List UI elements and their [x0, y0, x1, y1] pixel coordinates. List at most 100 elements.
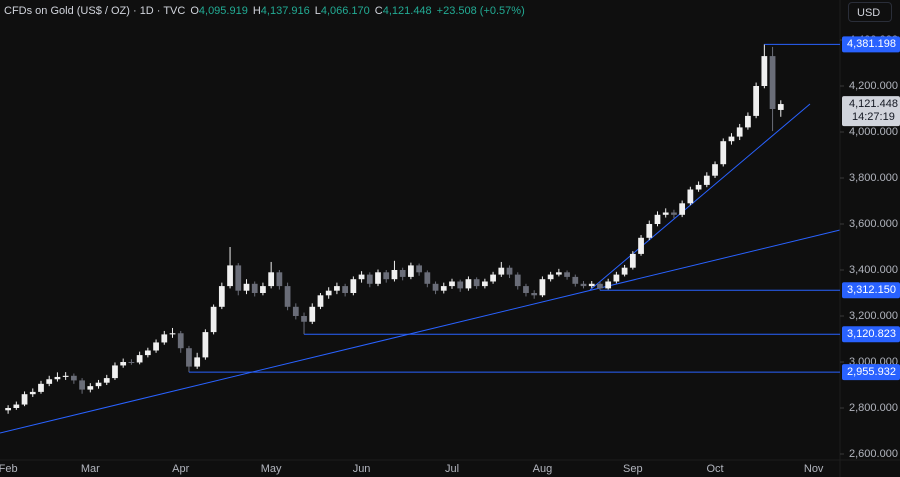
candle-body: [194, 357, 201, 367]
candle-body: [449, 281, 455, 287]
candle-body: [276, 272, 283, 287]
candle-body: [621, 267, 628, 275]
candle-body: [629, 253, 636, 268]
candle-body: [46, 379, 53, 384]
candle-body: [186, 348, 192, 367]
candle-body: [638, 237, 644, 254]
candle-body: [284, 286, 291, 307]
candle-body: [103, 378, 110, 383]
candle-body: [38, 383, 44, 392]
ohlc-value: 4,066.170: [320, 5, 370, 17]
candle-body: [235, 265, 242, 291]
candle-body: [210, 306, 217, 333]
candle-body: [358, 274, 365, 280]
candle-body: [342, 286, 349, 293]
candle-body: [251, 283, 258, 293]
candle-body: [679, 203, 686, 215]
candle-body: [391, 269, 398, 280]
candle-body: [399, 269, 406, 277]
candle-body: [292, 306, 299, 316]
candle-body: [440, 286, 447, 291]
y-tick-label: 3,200.000: [849, 310, 898, 322]
price-level-badge: [842, 326, 900, 343]
x-tick-label: Nov: [804, 463, 824, 475]
candle-body: [5, 407, 11, 411]
candle-body: [95, 382, 102, 387]
ohlc-value: 4,137.916: [260, 5, 310, 17]
candle-body: [29, 391, 36, 395]
trend-line: [0, 229, 841, 434]
candle-body: [243, 283, 250, 291]
candle-body: [177, 333, 184, 349]
candle-body: [473, 279, 480, 287]
candle-body: [424, 272, 431, 284]
candle-body: [572, 276, 579, 284]
y-tick-label: 4,000.000: [849, 126, 898, 138]
candle-body: [153, 342, 159, 351]
price-level-label: 2,955.932: [847, 366, 896, 378]
candle-body: [62, 375, 69, 377]
y-tick-label: 2,800.000: [849, 402, 898, 414]
price-level-badge: [842, 364, 900, 381]
candle-body: [588, 283, 595, 287]
candle-body: [383, 272, 390, 280]
candle-body: [703, 175, 710, 185]
candle-body: [531, 292, 538, 296]
candle-body: [662, 212, 669, 215]
symbol-header: CFDs on Gold (US$ / OZ) · 1D · TVC O4,095…: [4, 5, 525, 17]
candle-body: [21, 394, 28, 405]
candle-body: [736, 127, 743, 137]
currency-button[interactable]: USD: [848, 2, 892, 22]
candle-body: [120, 361, 127, 366]
candle-body: [671, 212, 677, 215]
candle-body: [366, 274, 373, 284]
y-tick-label: 2,600.000: [849, 448, 898, 460]
candle-body: [555, 272, 562, 275]
last-price-label: 4,121.448: [849, 98, 898, 110]
candle-body: [54, 376, 61, 380]
candle-body: [432, 283, 439, 291]
ohlc-key: L: [314, 5, 321, 17]
candle-body: [646, 223, 653, 238]
candle-body: [687, 189, 694, 204]
candle-body: [112, 365, 118, 379]
x-tick-label: Feb: [0, 463, 18, 475]
trend-lines: [0, 103, 841, 434]
candle-body: [728, 136, 735, 142]
candle-body: [654, 214, 661, 224]
candle-body: [457, 281, 464, 289]
candle-body: [498, 267, 505, 275]
candle-body: [161, 334, 168, 343]
price-change: +23.508 (+0.57%): [436, 5, 525, 17]
candle-body: [87, 386, 94, 390]
symbol-title: CFDs on Gold (US$ / OZ) · 1D · TVC: [4, 5, 186, 17]
candle-body: [268, 272, 275, 287]
candle-body: [317, 295, 324, 307]
candle-body: [416, 265, 422, 273]
candle-body: [325, 290, 332, 296]
y-tick-label: 3,400.000: [849, 264, 898, 276]
bar-countdown: 14:27:19: [852, 111, 895, 123]
x-tick-label: Mar: [81, 463, 100, 475]
candle-body: [350, 279, 357, 293]
x-tick-label: Jun: [353, 463, 371, 475]
price-level-label: 4,381.198: [847, 38, 896, 50]
candle-body: [227, 265, 233, 287]
price-level-badge: [842, 282, 900, 299]
candle-body: [136, 355, 143, 363]
candle-body: [260, 286, 266, 293]
candle-body: [597, 283, 603, 289]
candle-body: [334, 286, 340, 291]
y-tick-label: 3,600.000: [849, 218, 898, 230]
candle-body: [539, 279, 546, 296]
candle-body: [218, 286, 225, 307]
price-level-label: 3,120.823: [847, 328, 896, 340]
x-tick-label: Sep: [623, 463, 643, 475]
ohlc-key: H: [252, 5, 261, 17]
candle-body: [753, 85, 760, 116]
price-level-label: 3,312.150: [847, 284, 896, 296]
candle-body: [465, 279, 472, 289]
candle-body: [769, 56, 776, 109]
